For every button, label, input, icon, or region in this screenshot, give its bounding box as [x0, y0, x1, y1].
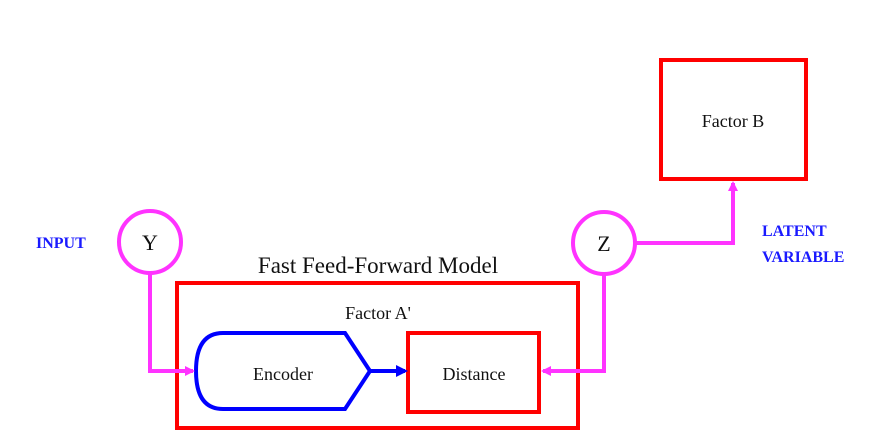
model-box [175, 281, 580, 430]
input-label: INPUT [36, 235, 86, 252]
distance-box [406, 331, 541, 414]
latent-label-line2: VARIABLE [762, 249, 844, 266]
factor-a-label: Factor A' [345, 303, 411, 323]
model-title: Fast Feed-Forward Model [258, 253, 498, 278]
y-label: Y [142, 230, 158, 255]
y-to-encoder-arrow [148, 273, 195, 376]
encoder-label: Encoder [253, 364, 313, 384]
factor-b-label: Factor B [702, 111, 765, 131]
z-label: Z [597, 231, 610, 256]
distance-label: Distance [443, 364, 506, 384]
encoder-shape [193, 331, 373, 411]
factor-b-box [659, 58, 808, 181]
z-to-factor-b-arrow [635, 181, 738, 245]
latent-label-line1: LATENT [762, 223, 827, 240]
z-to-distance-arrow [541, 274, 606, 376]
